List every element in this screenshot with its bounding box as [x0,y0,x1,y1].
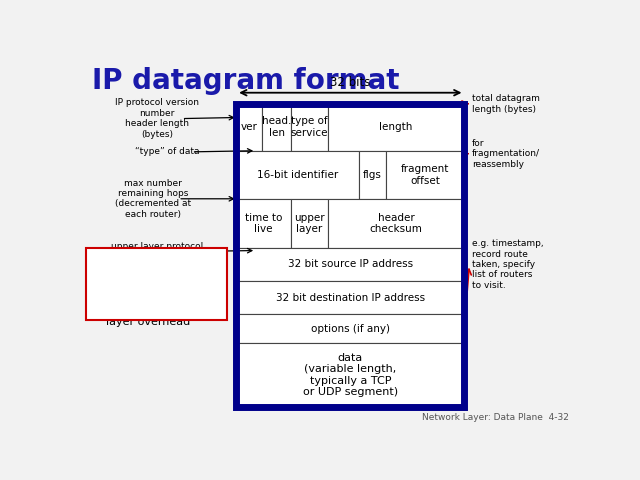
Text: upper layer protocol
to deliver payload to: upper layer protocol to deliver payload … [109,242,204,261]
Text: IP protocol version
number
header length
(bytes): IP protocol version number header length… [115,98,199,139]
Bar [291,104,328,151]
Text: ver: ver [241,122,258,132]
Text: ❖: ❖ [90,306,99,316]
Text: ❖: ❖ [90,288,99,298]
Text: length: length [380,122,413,132]
Bar [236,281,465,314]
Bar [236,151,360,199]
Text: type of
service: type of service [291,117,328,138]
Text: options (if any): options (if any) [311,324,390,334]
Text: 32 bit destination IP address: 32 bit destination IP address [276,293,425,303]
Bar [86,248,227,320]
Text: ❖: ❖ [90,270,99,280]
Text: 16-bit identifier: 16-bit identifier [257,170,339,180]
Text: 20 bytes of IP: 20 bytes of IP [106,288,182,298]
Text: “type” of data: “type” of data [134,147,199,156]
Text: = 40 bytes + app
layer overhead: = 40 bytes + app layer overhead [106,306,204,327]
Text: e.g. timestamp,
record route
taken, specify
list of routers
to visit.: e.g. timestamp, record route taken, spec… [472,239,543,290]
Text: head.
len: head. len [262,117,291,138]
Text: for
fragmentation/
reassembly: for fragmentation/ reassembly [472,139,540,168]
Text: header
checksum: header checksum [369,213,422,234]
Bar [236,314,465,343]
Text: 20 bytes of TCP: 20 bytes of TCP [106,270,193,280]
Bar [262,104,291,151]
Text: time to
live: time to live [245,213,282,234]
Bar [236,104,262,151]
Bar [328,199,465,248]
Bar [236,104,465,407]
Text: max number
remaining hops
(decremented at
each router): max number remaining hops (decremented a… [115,179,191,219]
Bar [236,343,465,407]
Text: 32 bits: 32 bits [330,76,371,89]
Bar [328,104,465,151]
Text: fragment
offset: fragment offset [401,164,449,186]
Text: IP datagram format: IP datagram format [92,67,400,95]
Text: data
(variable length,
typically a TCP
or UDP segment): data (variable length, typically a TCP o… [303,353,398,397]
Text: total datagram
length (bytes): total datagram length (bytes) [472,94,540,113]
Bar [291,199,328,248]
Text: Network Layer: Data Plane  4-32: Network Layer: Data Plane 4-32 [422,413,568,421]
Text: how much overhead?: how much overhead? [90,254,223,264]
Bar [360,151,386,199]
Text: upper
layer: upper layer [294,213,324,234]
Bar [236,199,291,248]
Bar [236,248,465,281]
Bar [386,151,465,199]
Text: flgs: flgs [363,170,382,180]
Text: 32 bit source IP address: 32 bit source IP address [288,259,413,269]
